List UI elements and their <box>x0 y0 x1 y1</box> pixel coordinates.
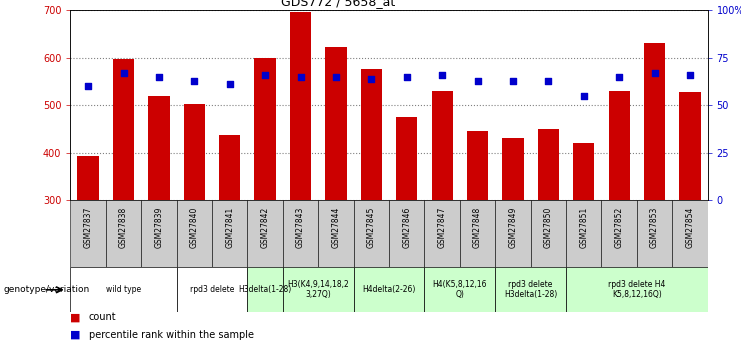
Bar <box>78 156 99 200</box>
Text: count: count <box>89 313 116 322</box>
Bar <box>325 47 347 200</box>
Point <box>118 70 130 76</box>
Bar <box>566 200 602 267</box>
Bar <box>70 267 176 312</box>
Bar <box>425 200 460 267</box>
Point <box>224 82 236 87</box>
Bar <box>396 117 417 200</box>
Bar <box>495 200 531 267</box>
Text: GSM27853: GSM27853 <box>650 207 659 248</box>
Text: H4delta(2-26): H4delta(2-26) <box>362 285 416 294</box>
Bar <box>566 267 708 312</box>
Text: GSM27837: GSM27837 <box>84 207 93 248</box>
Point <box>188 78 200 83</box>
Point <box>648 70 660 76</box>
Point <box>401 74 413 79</box>
Bar <box>353 200 389 267</box>
Point <box>330 74 342 79</box>
Text: ■: ■ <box>70 313 81 322</box>
Bar <box>113 59 134 200</box>
Text: ■: ■ <box>70 330 81 339</box>
Bar <box>361 69 382 200</box>
Bar <box>184 104 205 200</box>
Text: H3(K4,9,14,18,2
3,27Q): H3(K4,9,14,18,2 3,27Q) <box>288 280 349 299</box>
Point <box>259 72 271 78</box>
Point <box>507 78 519 83</box>
Text: rpd3 delete: rpd3 delete <box>190 285 234 294</box>
Bar <box>219 135 240 200</box>
Text: GSM27839: GSM27839 <box>154 207 164 248</box>
Text: rpd3 delete
H3delta(1-28): rpd3 delete H3delta(1-28) <box>504 280 557 299</box>
Bar <box>318 200 353 267</box>
Bar <box>254 58 276 200</box>
Text: GSM27848: GSM27848 <box>473 207 482 248</box>
Bar <box>142 200 176 267</box>
Text: GSM27847: GSM27847 <box>438 207 447 248</box>
Bar <box>212 200 247 267</box>
Bar <box>573 143 594 200</box>
Text: genotype/variation: genotype/variation <box>4 285 90 294</box>
Point <box>578 93 590 99</box>
Bar <box>176 200 212 267</box>
Bar <box>290 12 311 200</box>
Point <box>436 72 448 78</box>
Bar <box>70 200 106 267</box>
Text: rpd3 delete H4
K5,8,12,16Q): rpd3 delete H4 K5,8,12,16Q) <box>608 280 665 299</box>
Bar <box>644 43 665 200</box>
Bar <box>602 200 637 267</box>
Text: GSM27851: GSM27851 <box>579 207 588 248</box>
Text: percentile rank within the sample: percentile rank within the sample <box>89 330 254 339</box>
Bar <box>353 267 425 312</box>
Bar <box>431 90 453 200</box>
Point <box>365 76 377 81</box>
Text: GSM27845: GSM27845 <box>367 207 376 248</box>
Bar <box>672 200 708 267</box>
Text: H3delta(1-28): H3delta(1-28) <box>239 285 292 294</box>
Point <box>153 74 165 79</box>
Bar <box>538 129 559 200</box>
Text: GSM27844: GSM27844 <box>331 207 340 248</box>
Bar <box>106 200 142 267</box>
Bar <box>247 200 283 267</box>
Text: GSM27846: GSM27846 <box>402 207 411 248</box>
Text: GSM27840: GSM27840 <box>190 207 199 248</box>
Bar <box>425 267 495 312</box>
Bar <box>176 267 247 312</box>
Point <box>295 74 307 79</box>
Bar <box>467 131 488 200</box>
Point <box>614 74 625 79</box>
Bar <box>460 200 495 267</box>
Point <box>684 72 696 78</box>
Bar <box>637 200 672 267</box>
Text: GSM27838: GSM27838 <box>119 207 128 248</box>
Bar <box>502 138 524 200</box>
Point <box>82 83 94 89</box>
Point <box>542 78 554 83</box>
Bar <box>608 90 630 200</box>
Bar <box>495 267 566 312</box>
Text: GSM27852: GSM27852 <box>614 207 624 248</box>
Bar <box>531 200 566 267</box>
Text: GSM27854: GSM27854 <box>685 207 694 248</box>
Text: H4(K5,8,12,16
Q): H4(K5,8,12,16 Q) <box>433 280 487 299</box>
Bar <box>283 267 353 312</box>
Bar <box>389 200 425 267</box>
Title: GDS772 / 5658_at: GDS772 / 5658_at <box>281 0 395 8</box>
Text: GSM27843: GSM27843 <box>296 207 305 248</box>
Bar <box>247 267 283 312</box>
Text: GSM27850: GSM27850 <box>544 207 553 248</box>
Text: GSM27841: GSM27841 <box>225 207 234 248</box>
Text: wild type: wild type <box>106 285 141 294</box>
Text: GSM27842: GSM27842 <box>261 207 270 248</box>
Bar <box>148 96 170 200</box>
Text: GSM27849: GSM27849 <box>508 207 517 248</box>
Bar <box>283 200 318 267</box>
Point <box>471 78 483 83</box>
Bar <box>679 92 700 200</box>
